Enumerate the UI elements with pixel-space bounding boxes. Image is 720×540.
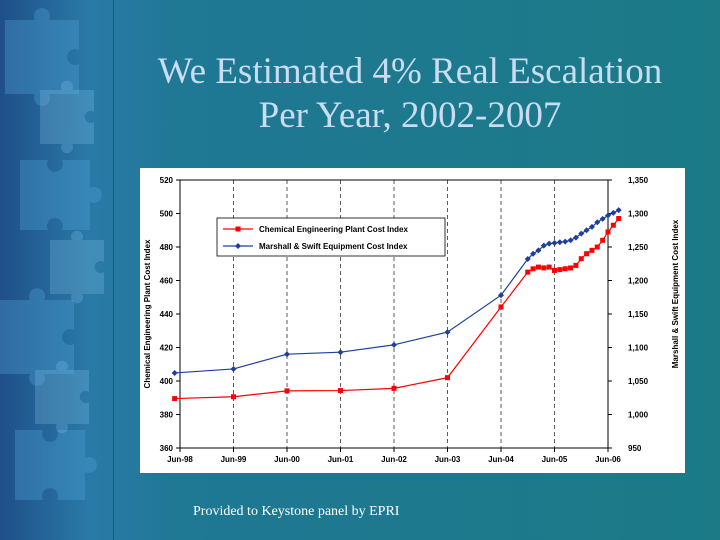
data-point-ce	[557, 267, 563, 273]
data-point-ce	[546, 264, 552, 270]
data-point-ms	[524, 256, 531, 263]
y-left-tick-label: 480	[160, 243, 174, 252]
data-point-ce	[391, 385, 397, 391]
legend-box	[216, 217, 446, 257]
data-point-ms	[588, 223, 595, 230]
y-right-tick-label: 1,050	[628, 377, 649, 386]
data-point-ms	[567, 237, 574, 244]
data-point-ce	[562, 266, 568, 272]
data-point-ce	[578, 256, 584, 262]
data-point-ms	[498, 292, 504, 299]
legend-marker-ms	[235, 243, 241, 249]
data-point-ce	[594, 244, 600, 250]
y-left-tick-label: 420	[160, 344, 174, 353]
divider-line	[113, 0, 114, 540]
y-right-tick-label: 1,250	[628, 243, 649, 252]
data-point-ce	[552, 267, 557, 273]
puzzle-decoration	[0, 8, 104, 500]
data-point-ms	[337, 349, 344, 356]
y-right-tick-label: 1,000	[628, 411, 649, 420]
data-point-ce	[525, 269, 531, 275]
y-left-tick-label: 520	[160, 176, 174, 185]
data-point-ce	[600, 237, 606, 243]
chart-panel: Jun-98 Jun-99 Jun-00 Jun-01 Jun-02 Jun-03 Jun-…	[140, 168, 685, 473]
data-point-ms	[551, 239, 558, 246]
data-point-ms	[535, 247, 542, 254]
data-point-ce	[616, 216, 622, 222]
data-point-ms	[540, 242, 547, 249]
data-point-ms	[230, 365, 237, 372]
x-tick-label: Jun-02	[381, 455, 407, 464]
y-right-tick-label: 1,100	[628, 344, 649, 353]
data-point-ms	[572, 234, 579, 241]
data-point-ce	[338, 388, 343, 394]
x-tick-label: Jun-99	[221, 455, 247, 464]
footer-credit: Provided to Keystone panel by EPRI	[193, 504, 400, 519]
data-point-ce	[568, 265, 574, 271]
title-line-1: We Estimated 4% Real Escalation	[157, 51, 663, 92]
axis-layer: Jun-98 Jun-99 Jun-00 Jun-01 Jun-02 Jun-03 Jun-…	[143, 176, 680, 464]
y-left-tick-label: 500	[160, 210, 174, 219]
legend-label: Marshall & Swift Equipment Cost Index	[259, 242, 408, 251]
y-right-axis-label: Marshall & Swift Equipment Cost Index	[671, 219, 680, 368]
data-point-ce	[530, 266, 536, 272]
data-point-ms	[562, 238, 569, 245]
y-left-tick-label: 460	[160, 277, 174, 286]
x-tick-label: Jun-05	[542, 455, 568, 464]
y-left-axis-label: Chemical Engineering Plant Cost Index	[143, 239, 152, 388]
data-point-ce	[541, 265, 547, 271]
x-tick-label: Jun-00	[274, 455, 300, 464]
data-point-ms	[578, 230, 585, 237]
data-point-ms	[391, 341, 397, 348]
data-point-ce	[573, 262, 579, 268]
data-point-ms	[605, 212, 611, 219]
y-right-tick-label: 1,350	[628, 176, 649, 185]
data-point-ce	[589, 247, 595, 253]
data-point-ce	[445, 375, 450, 381]
title-line-2: Per Year, 2002-2007	[258, 95, 562, 136]
data-point-ce	[535, 264, 541, 270]
data-point-ce	[610, 222, 616, 228]
data-point-ce	[498, 304, 504, 310]
data-point-ce	[284, 388, 290, 394]
data-point-ms	[546, 240, 553, 247]
data-point-ce	[584, 251, 590, 257]
y-left-tick-label: 380	[160, 411, 174, 420]
data-point-ms	[284, 351, 290, 358]
y-left-tick-label: 400	[160, 377, 174, 386]
x-tick-label: Jun-06	[595, 455, 621, 464]
x-tick-label: Jun-98	[167, 455, 193, 464]
x-tick-label: Jun-03	[435, 455, 461, 464]
data-point-ms	[599, 215, 606, 222]
data-point-ms	[594, 219, 601, 226]
legend-marker-ce	[235, 226, 241, 232]
data-point-ms	[171, 369, 178, 376]
slide-title: We Estimated 4% Real Escalation Per Year…	[120, 50, 700, 138]
data-point-ms	[583, 227, 590, 234]
legend-layer: Chemical Engineering Plant Cost Index Mar…	[216, 217, 446, 257]
data-point-ce	[172, 396, 178, 402]
data-point-ce	[605, 229, 611, 235]
data-point-ms	[530, 250, 537, 257]
y-left-tick-label: 360	[160, 444, 174, 453]
y-right-tick-label: 1,200	[628, 277, 649, 286]
data-point-ms	[444, 329, 451, 336]
y-right-tick-label: 950	[628, 444, 642, 453]
x-tick-label: Jun-01	[328, 455, 354, 464]
y-left-tick-label: 440	[160, 310, 174, 319]
series-layer	[171, 207, 622, 402]
line-chart: Jun-98 Jun-99 Jun-00 Jun-01 Jun-02 Jun-03 Jun-…	[143, 176, 680, 464]
data-point-ms	[610, 209, 617, 216]
data-point-ce	[231, 394, 236, 400]
legend-label: Chemical Engineering Plant Cost Index	[259, 225, 408, 234]
data-point-ms	[615, 207, 622, 214]
x-tick-label: Jun-04	[488, 455, 514, 464]
data-point-ms	[556, 239, 563, 246]
y-right-tick-label: 1,150	[628, 310, 649, 319]
y-right-tick-label: 1,300	[628, 210, 649, 219]
